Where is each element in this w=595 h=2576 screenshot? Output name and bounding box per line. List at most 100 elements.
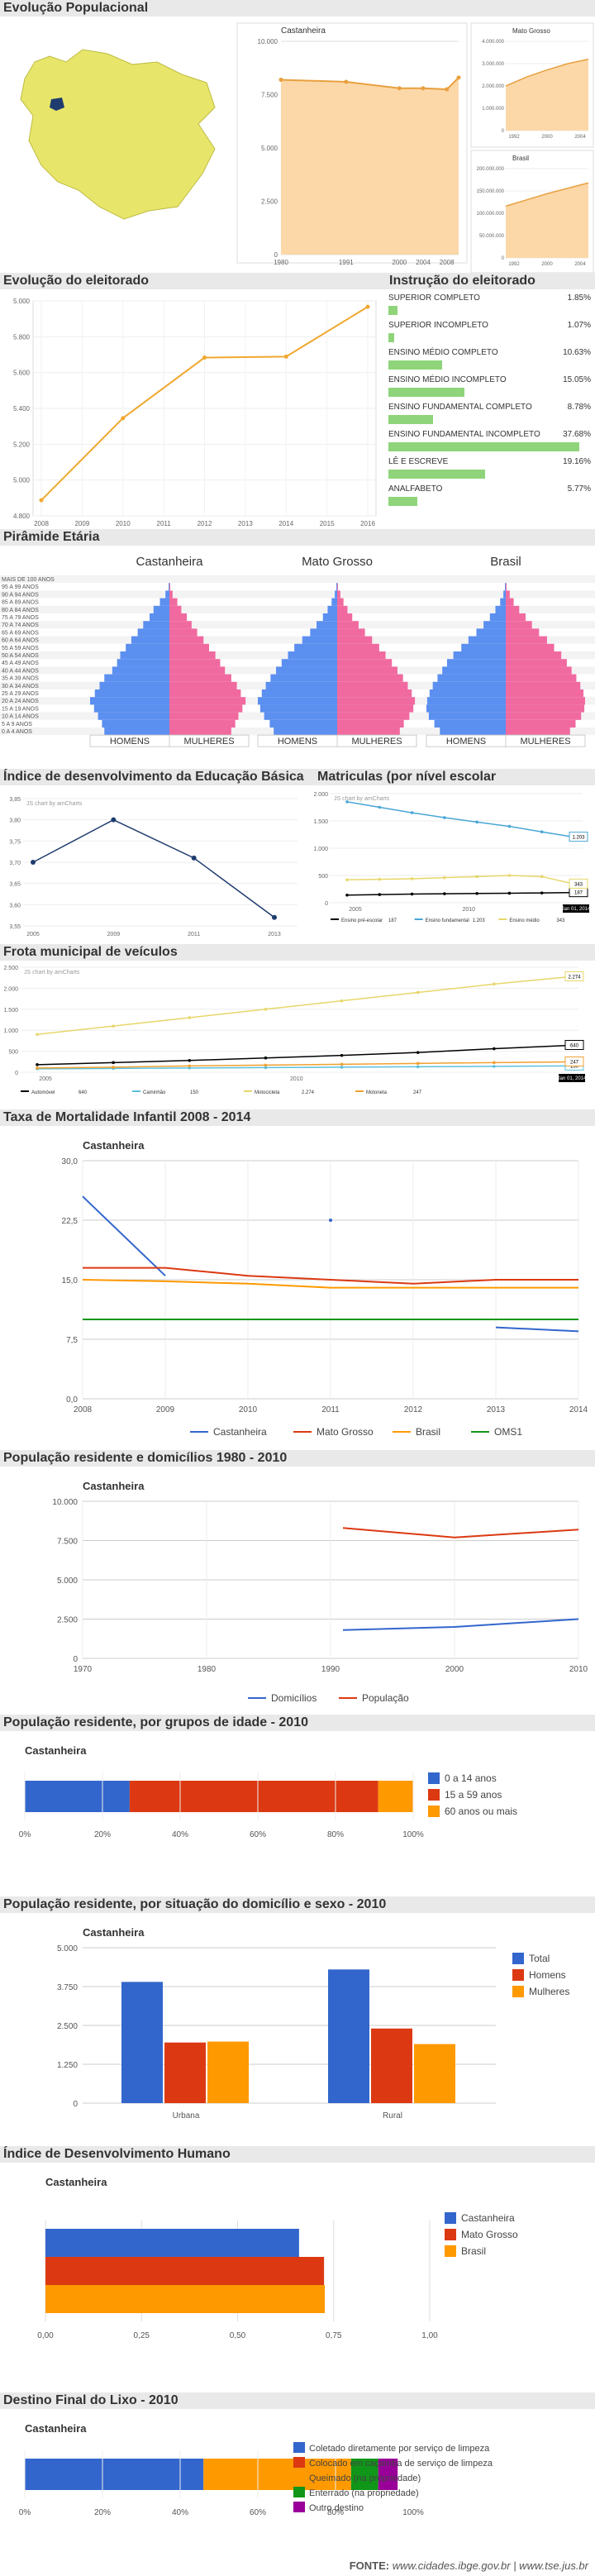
x-tick-label: 2016 [360, 520, 375, 527]
x-tick-label: 2010 [239, 1405, 258, 1414]
legend-label: 60 anos ou mais [445, 1806, 517, 1817]
bar-women [169, 598, 178, 606]
section-title-ideb: Índice de desenvolvimento da Educação Bá… [0, 769, 316, 785]
data-point [456, 75, 461, 80]
bar-women [169, 613, 188, 622]
x-tick-label: 20% [94, 2508, 111, 2517]
age-row-band [0, 575, 595, 584]
legend-swatch [428, 1772, 440, 1784]
age-label: 90 A 94 ANOS [2, 592, 39, 598]
bar-women [337, 598, 344, 606]
instrucao-item-analfabeto: ANALFABETO 5.77% [388, 482, 591, 509]
y-tick-label: 200.000.000 [477, 167, 505, 172]
age-label: 80 A 84 ANOS [2, 608, 39, 613]
instrucao-label: ENSINO MÉDIO COMPLETO [388, 348, 498, 357]
x-tick-label: 40% [172, 1830, 188, 1839]
data-point [410, 811, 414, 814]
matriculas-chart: JS chart by amCharts 2.000 1.500 1.000 500 0 2… [314, 792, 591, 923]
legend-label: Brasil [416, 1426, 440, 1438]
bar-women [169, 727, 231, 736]
series-line [505, 182, 589, 208]
x-tick-label: 2008 [34, 520, 49, 527]
data-point [416, 1065, 420, 1069]
bar-60-anos-ou-mais [378, 1781, 413, 1812]
bar-women [506, 697, 585, 705]
legend-label: Castanheira [213, 1426, 267, 1438]
value-label: 187 [574, 891, 583, 896]
series-line-motoneta [36, 1061, 571, 1069]
instrucao-bar [388, 388, 465, 397]
women-label: MULHERES [183, 737, 234, 747]
bar-15-a-59-anos [129, 1781, 378, 1812]
data-point [340, 1053, 344, 1057]
bar-men [322, 613, 337, 622]
women-label: MULHERES [520, 737, 570, 747]
bar-women [169, 689, 241, 698]
value-label: 247 [570, 1060, 579, 1065]
age-label: 70 A 74 ANOS [2, 623, 39, 628]
bar-women [337, 583, 338, 591]
bar-mulheres [207, 2041, 249, 2103]
bar-men [505, 583, 506, 591]
legend-swatch [293, 2442, 305, 2453]
value-label-box [569, 832, 588, 842]
area-fill [281, 77, 459, 255]
instrucao-pct: 1.85% [567, 293, 591, 303]
legend-value: 343 [556, 918, 565, 923]
instrucao-label: LÊ E ESCREVE [388, 457, 449, 466]
chart-credit: JS chart by amCharts [24, 970, 80, 976]
y-tick-label: 2.500 [57, 2022, 78, 2031]
bar-women [337, 651, 386, 660]
y-tick-label: 3,65 [9, 882, 21, 888]
bar-homens [164, 2042, 206, 2103]
bar-men [437, 674, 506, 682]
instrucao-label: SUPERIOR COMPLETO [388, 293, 480, 303]
y-tick-label: 0,0 [66, 1395, 78, 1405]
y-tick-label: 3,55 [9, 924, 21, 930]
section-title-instrucao: Instrução do eleitorado [386, 273, 595, 289]
y-tick-label: 10.000 [52, 1498, 78, 1507]
legend-value: 640 [79, 1090, 88, 1095]
data-point [345, 893, 349, 897]
data-point [188, 1016, 192, 1019]
legend-label: Automóvel [31, 1090, 55, 1095]
pop-main-chart-title: Castanheira [281, 26, 326, 36]
x-tick-label: 2013 [487, 1405, 506, 1414]
men-label: HOMENS [278, 737, 317, 747]
data-point [36, 1033, 39, 1037]
legend-label: Queimado (na propriedade) [309, 2473, 421, 2483]
bar-women [337, 681, 408, 689]
y-tick-label: 1.000.000 [482, 107, 504, 112]
legend-swatch [512, 1953, 524, 1964]
bar-women [337, 697, 416, 705]
section-title: População residente, por situação do dom… [0, 1896, 595, 1913]
bar-women [169, 666, 226, 675]
bar-men [99, 681, 169, 689]
bar-men [150, 613, 169, 622]
bar-men [102, 719, 169, 727]
data-point [111, 817, 117, 823]
data-point [283, 354, 288, 359]
instrucao-pct: 1.07% [567, 321, 591, 330]
data-point [443, 892, 446, 895]
legend-label: Ensino pré-escolar [341, 918, 383, 923]
bar-men [461, 643, 506, 651]
data-point [112, 1061, 115, 1065]
bar-men [500, 598, 506, 606]
y-tick-label: 5.000 [57, 1577, 78, 1586]
data-point [443, 816, 446, 819]
bar-men [503, 590, 506, 599]
y-tick-label: 5.000 [261, 145, 278, 152]
bar-women [506, 666, 572, 675]
value-label-box [569, 878, 588, 889]
women-label-box [169, 734, 250, 747]
series-line-automovel [36, 1044, 571, 1066]
data-point [264, 1008, 268, 1011]
data-point [272, 914, 277, 920]
bar-women [169, 681, 237, 689]
frota-chart: JS chart by amCharts 2.500 2.000 1.500 1.000… [3, 966, 587, 1095]
data-point [507, 874, 512, 877]
y-tick-label: 0 [15, 1071, 18, 1076]
instrucao-pct: 8.78% [567, 403, 591, 412]
